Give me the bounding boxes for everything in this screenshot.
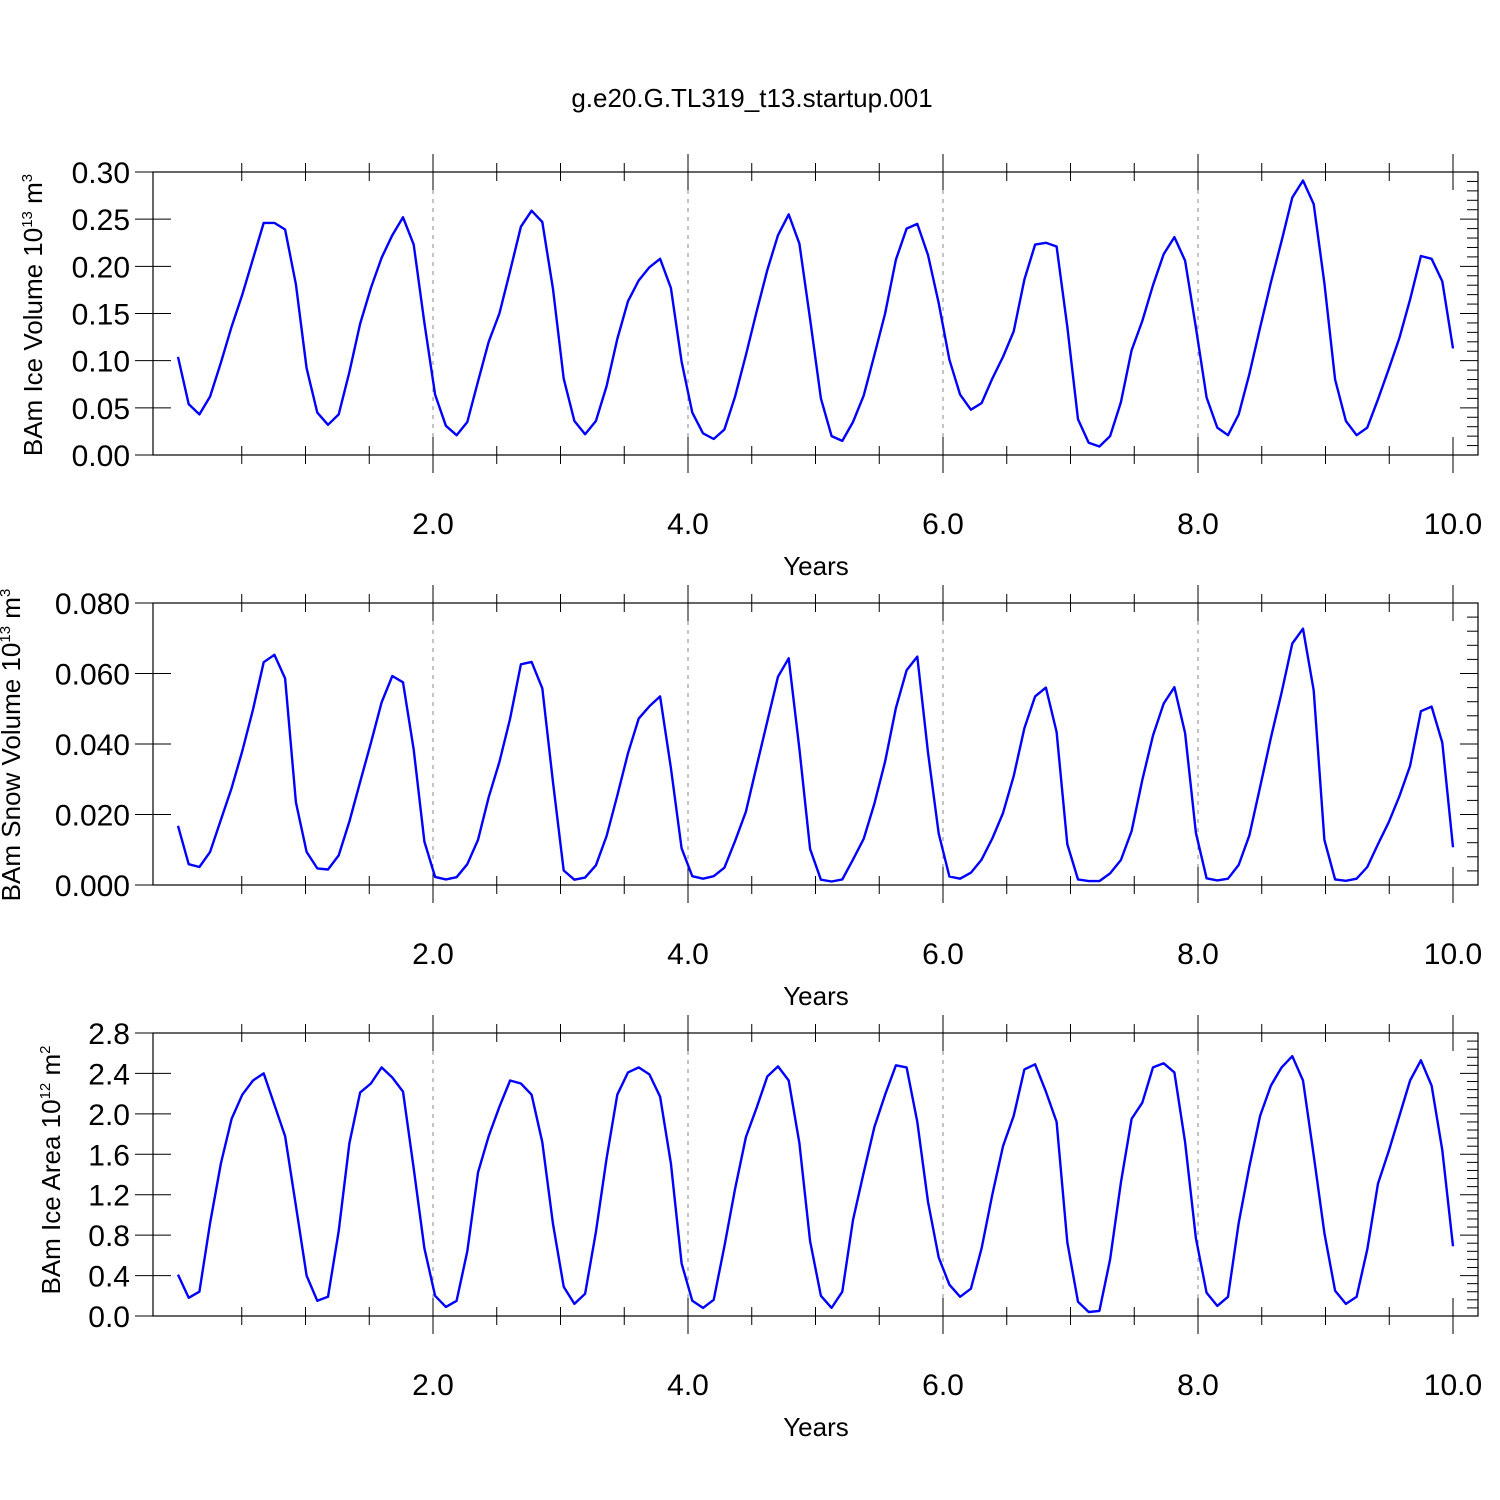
y-axis-label-exponent: 13 xyxy=(0,626,14,643)
x-axis-label: Years xyxy=(783,981,849,1011)
y-axis-label-unit: m xyxy=(36,1054,66,1083)
y-tick-label: 0.020 xyxy=(55,800,130,833)
chart-panel-1: 2.0 4.0 6.0 8.0 10.0 Years 0.00 0.05 0.10 0.15 0.2… xyxy=(18,154,1482,581)
y-axis-label-exponent: 13 xyxy=(19,211,36,228)
figure-title: g.e20.G.TL319_t13.startup.001 xyxy=(571,83,932,113)
y-tick-label: 0.000 xyxy=(55,870,130,903)
y-tick-label: 0.8 xyxy=(88,1220,130,1253)
y-axis-label-exponent: 12 xyxy=(37,1083,54,1100)
y-tick-label: 0.080 xyxy=(55,588,130,621)
chart-panels: 2.0 4.0 6.0 8.0 10.0 Years 0.00 0.05 0.10 0.15 0.2… xyxy=(0,154,1482,1442)
y-tick-label: 0.20 xyxy=(72,251,130,284)
y-axis-label-text: BAm Ice Volume 10 xyxy=(18,228,48,456)
y-tick-label: 0.10 xyxy=(72,346,130,379)
y-axis-label: BAm Ice Area 1012 m2 xyxy=(36,1045,66,1294)
x-tick-label: 6.0 xyxy=(922,508,964,541)
series-line xyxy=(176,1054,1455,1314)
y-axis-label-text: BAm Ice Area 10 xyxy=(36,1099,66,1294)
y-tick-label: 0.060 xyxy=(55,659,130,692)
y-axis-label-unit: m xyxy=(18,182,48,211)
plot-frame xyxy=(152,602,1479,886)
y-tick-label: 1.2 xyxy=(88,1180,130,1213)
y-tick-label: 0.15 xyxy=(72,299,130,332)
x-tick-label: 10.0 xyxy=(1424,1369,1482,1402)
y-tick-label: 0.00 xyxy=(72,440,130,473)
x-axis-label: Years xyxy=(783,551,849,581)
y-tick-label: 0.4 xyxy=(88,1261,130,1294)
y-tick-label: 0.30 xyxy=(72,157,130,190)
y-axis-label-text: BAm Snow Volume 10 xyxy=(0,643,26,902)
x-tick-label: 6.0 xyxy=(922,938,964,971)
y-axis-label-unit-exponent: 3 xyxy=(0,589,14,597)
x-tick-label: 6.0 xyxy=(922,1369,964,1402)
y-tick-label: 0.040 xyxy=(55,729,130,762)
series-line xyxy=(176,179,1455,448)
series-line xyxy=(176,627,1455,883)
chart-panel-2: 2.0 4.0 6.0 8.0 10.0 Years 0.000 0.020 0.040 0.06… xyxy=(0,585,1482,1011)
y-tick-label: 1.6 xyxy=(88,1139,130,1172)
x-tick-label: 8.0 xyxy=(1177,938,1219,971)
x-tick-label: 4.0 xyxy=(667,1369,709,1402)
x-tick-label: 10.0 xyxy=(1424,938,1482,971)
plot-frame xyxy=(152,171,1479,456)
x-tick-label: 8.0 xyxy=(1177,1369,1219,1402)
y-tick-label: 0.0 xyxy=(88,1301,130,1334)
x-axis-label: Years xyxy=(783,1412,849,1442)
x-tick-label: 10.0 xyxy=(1424,508,1482,541)
y-tick-label: 0.05 xyxy=(72,393,130,426)
y-axis-label-unit: m xyxy=(0,597,26,626)
y-tick-label: 0.25 xyxy=(72,204,130,237)
y-axis-label-unit-exponent: 2 xyxy=(37,1045,54,1053)
x-tick-label: 2.0 xyxy=(412,938,454,971)
x-tick-label: 2.0 xyxy=(412,1369,454,1402)
chart-panel-3: 2.0 4.0 6.0 8.0 10.0 Years 0.0 0.4 0.8 1.2 1.6 2.0 2… xyxy=(36,1015,1482,1442)
y-axis-label: BAm Snow Volume 1013 m3 xyxy=(0,589,26,902)
x-tick-label: 4.0 xyxy=(667,938,709,971)
y-axis-label: BAm Ice Volume 1013 m3 xyxy=(18,174,48,456)
x-tick-label: 8.0 xyxy=(1177,508,1219,541)
y-tick-label: 2.0 xyxy=(88,1099,130,1132)
y-tick-label: 2.4 xyxy=(88,1058,130,1091)
x-tick-label: 2.0 xyxy=(412,508,454,541)
y-axis-label-unit-exponent: 3 xyxy=(19,174,36,182)
y-tick-label: 2.8 xyxy=(88,1018,130,1051)
x-tick-label: 4.0 xyxy=(667,508,709,541)
